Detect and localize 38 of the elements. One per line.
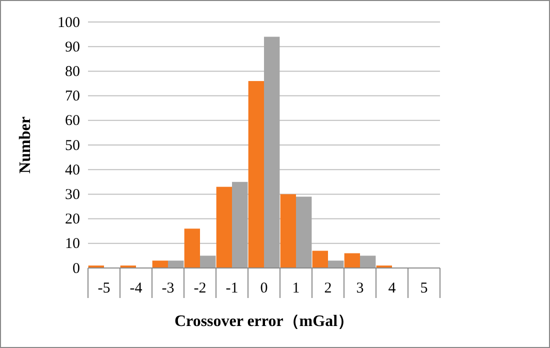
x-tick-label: 0 [260, 280, 268, 297]
y-tick-label: 30 [65, 187, 80, 203]
x-tick-label: 5 [420, 280, 428, 297]
bar [328, 260, 344, 268]
bar [312, 250, 328, 268]
x-tick-label: -4 [130, 280, 143, 297]
x-tick-label: 2 [324, 280, 332, 297]
y-tick-label: 70 [65, 88, 80, 105]
y-tick-label: 60 [65, 113, 80, 130]
y-tick-label: 10 [65, 236, 80, 252]
bar [152, 260, 168, 268]
bar [184, 228, 200, 268]
x-tick-label: -3 [162, 280, 174, 297]
y-tick-label: 50 [65, 138, 80, 154]
bar [200, 256, 216, 268]
bar [280, 194, 296, 268]
x-tick-label: 4 [388, 280, 396, 297]
x-tick-label: -1 [226, 280, 238, 297]
bar [360, 256, 376, 268]
y-tick-label: 20 [65, 212, 80, 228]
bar [232, 182, 248, 268]
x-tick-label: -5 [98, 280, 110, 297]
bar [216, 186, 232, 268]
bar [344, 253, 360, 268]
y-tick-label: 100 [58, 14, 80, 31]
bar [168, 260, 184, 268]
x-tick-label: -2 [194, 280, 206, 297]
x-tick-label: 3 [356, 280, 364, 297]
y-tick-label: 90 [65, 39, 80, 56]
bar [264, 36, 280, 268]
x-tick-label: 1 [292, 280, 300, 297]
y-tick-label: 40 [65, 162, 80, 178]
x-axis-title: Crossover error（mGal） [174, 313, 354, 330]
bar [296, 196, 312, 268]
y-tick-label: 0 [72, 260, 80, 277]
y-tick-label: 80 [65, 64, 80, 80]
y-axis-title: Number [17, 116, 34, 174]
bar [248, 81, 264, 268]
